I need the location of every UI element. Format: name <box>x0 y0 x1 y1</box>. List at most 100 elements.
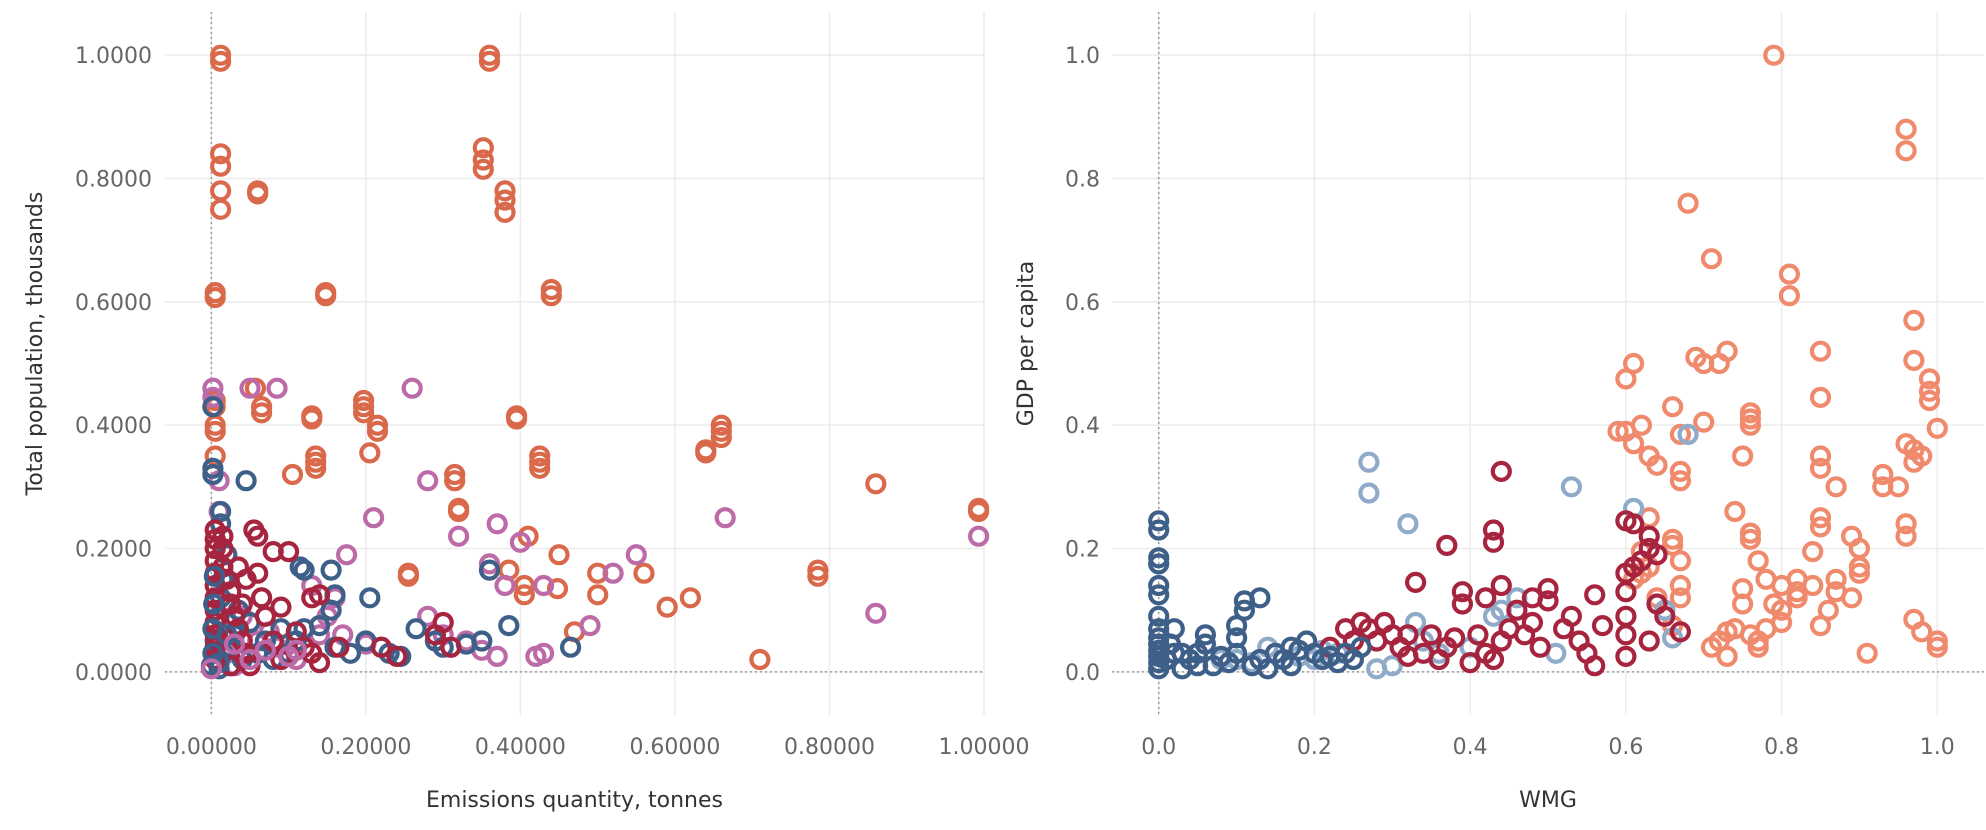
data-point <box>210 500 232 523</box>
data-point <box>1926 417 1948 439</box>
data-point <box>749 648 771 671</box>
data-point <box>1895 513 1917 535</box>
data-point <box>486 645 508 668</box>
data-point <box>1194 624 1217 646</box>
data-point <box>1186 655 1209 677</box>
data-point <box>714 507 736 529</box>
data-point <box>1903 349 1925 371</box>
left-y-tick-label: 0.2000 <box>75 538 152 563</box>
data-point <box>656 596 678 618</box>
data-point <box>1327 651 1349 674</box>
right-y-tick-label: 0.4 <box>1065 414 1100 439</box>
data-point <box>285 639 307 661</box>
data-point <box>1584 655 1606 677</box>
data-point <box>532 642 555 664</box>
data-point <box>220 655 242 677</box>
data-point <box>1171 642 1193 664</box>
data-point <box>602 562 624 584</box>
data-point <box>1731 593 1754 615</box>
right-y-tick-label: 1.0 <box>1065 44 1100 69</box>
data-point <box>1638 525 1660 547</box>
data-point <box>1490 460 1512 482</box>
data-point <box>1537 590 1559 612</box>
data-point <box>251 402 273 424</box>
data-point <box>1615 581 1637 603</box>
data-point <box>478 50 501 72</box>
left-series-pink_foreground <box>200 633 307 680</box>
right-x-tick-label: 0.0 <box>1141 735 1176 760</box>
data-point <box>336 544 358 566</box>
data-point <box>200 658 222 680</box>
data-point <box>1747 636 1769 658</box>
data-point <box>210 50 232 72</box>
data-point <box>254 605 276 627</box>
data-point <box>1630 414 1653 436</box>
data-point <box>1443 627 1466 649</box>
data-point <box>308 651 331 674</box>
data-point <box>1529 636 1551 658</box>
data-point <box>315 285 337 307</box>
data-point <box>223 633 246 655</box>
data-point <box>1755 618 1777 640</box>
right-x-tick-label: 0.4 <box>1453 735 1488 760</box>
data-point <box>1669 574 1692 597</box>
data-point <box>865 602 887 624</box>
data-point <box>1802 540 1824 563</box>
data-point <box>440 636 462 658</box>
data-point <box>216 568 238 590</box>
data-point <box>247 525 269 547</box>
data-point <box>405 618 427 640</box>
data-point <box>401 377 423 399</box>
data-point <box>1911 621 1933 643</box>
data-point <box>1194 633 1217 655</box>
data-point <box>212 525 234 547</box>
right-y-tick-label: 0.8 <box>1065 168 1100 193</box>
data-point <box>478 559 501 581</box>
right-y-tick-label: 0.2 <box>1065 538 1100 563</box>
data-point <box>210 143 232 165</box>
data-point <box>444 470 466 492</box>
left-series-pink <box>202 377 990 677</box>
data-point <box>328 636 350 658</box>
data-point <box>239 377 261 399</box>
left-x-tick-label: 0.60000 <box>629 735 720 760</box>
data-point <box>1397 645 1419 668</box>
data-point <box>532 574 555 597</box>
data-point <box>494 180 516 202</box>
data-point <box>1615 645 1637 668</box>
data-point <box>695 442 717 464</box>
data-point <box>1233 599 1256 621</box>
left-y-tick-label: 0.4000 <box>75 414 152 439</box>
right-series-crimson <box>1319 460 1692 677</box>
data-point <box>203 565 225 587</box>
data-point <box>204 420 226 442</box>
left-x-tick-label: 1.00000 <box>939 735 1030 760</box>
data-point <box>1731 445 1754 467</box>
left-y-tick-label: 1.0000 <box>75 44 152 69</box>
data-point <box>370 636 392 658</box>
data-point <box>1669 587 1692 609</box>
data-point <box>1654 605 1676 627</box>
data-point <box>1918 380 1941 402</box>
data-point <box>247 183 269 205</box>
data-point <box>1669 460 1692 482</box>
data-point <box>967 525 990 547</box>
data-point <box>278 540 300 563</box>
data-point <box>587 584 609 606</box>
data-point <box>579 614 601 637</box>
data-point <box>1809 507 1832 529</box>
data-point <box>471 630 493 652</box>
data-point <box>1459 651 1481 674</box>
left-x-tick-label: 0.80000 <box>784 735 875 760</box>
left-x-tick-label: 0.40000 <box>475 735 566 760</box>
data-point <box>424 624 446 646</box>
data-point <box>513 574 535 597</box>
right-x-tick-label: 0.2 <box>1297 735 1332 760</box>
data-point <box>251 587 273 609</box>
data-point <box>1786 587 1808 609</box>
data-point <box>1887 476 1910 498</box>
right-y-tick-label: 0.0 <box>1065 661 1100 686</box>
data-point <box>1809 445 1832 467</box>
data-point <box>202 396 224 418</box>
